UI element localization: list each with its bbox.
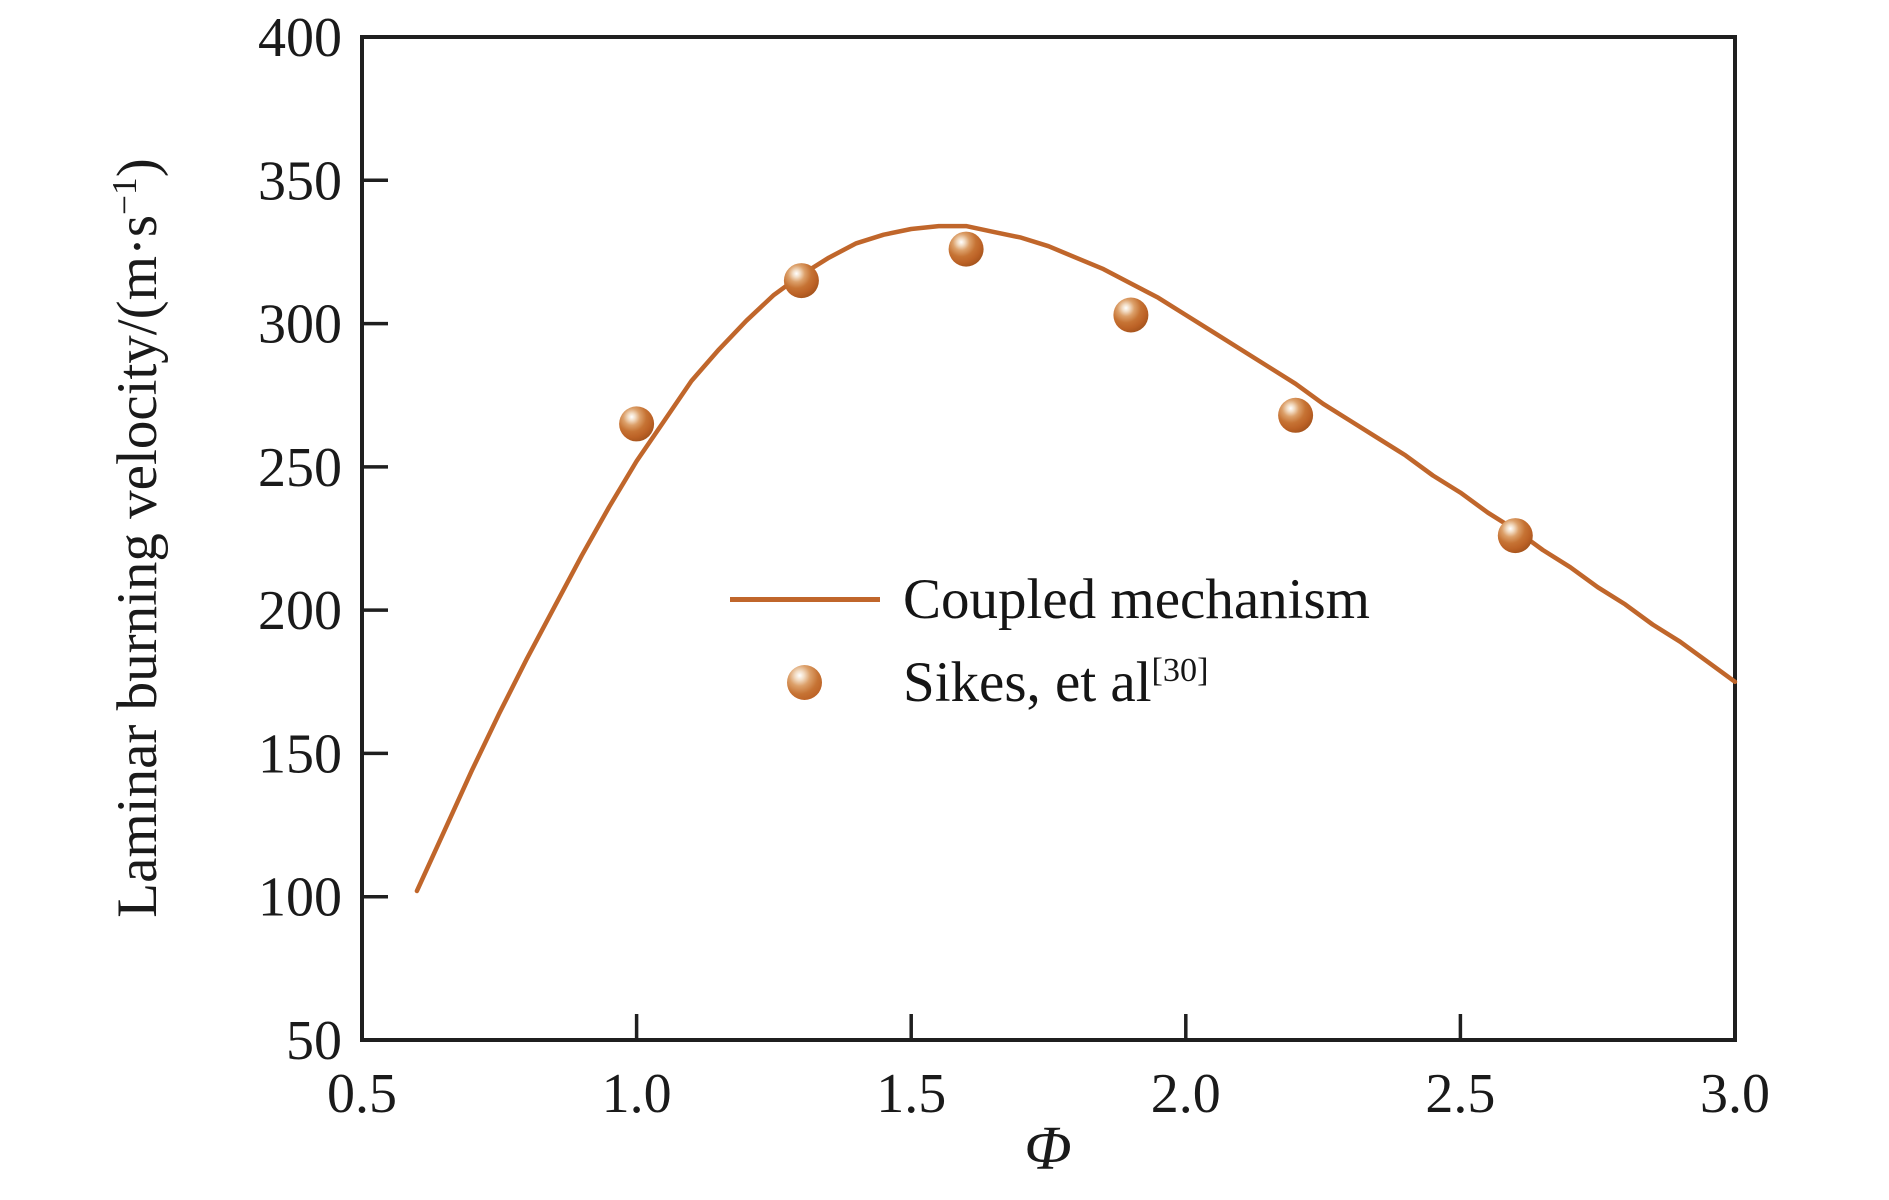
y-tick-label: 350 — [258, 150, 342, 212]
legend-scatter-text: Sikes, et al — [903, 651, 1152, 714]
x-axis-label: Φ — [1024, 1115, 1072, 1183]
legend: Coupled mechanism Sikes, et al[30] — [712, 558, 1370, 724]
legend-scatter-swatch — [712, 665, 897, 700]
x-tick-label: 2.5 — [1425, 1063, 1495, 1125]
data-point-sphere — [1497, 518, 1533, 554]
y-axis-label-close: ) — [106, 158, 169, 178]
y-tick-label: 150 — [258, 723, 342, 785]
y-tick-label: 200 — [258, 580, 342, 642]
y-axis-label-superscript: −1 — [105, 177, 144, 215]
data-point-sphere — [783, 263, 819, 299]
data-point-sphere — [619, 406, 655, 442]
legend-item-coupled-mechanism: Coupled mechanism — [712, 558, 1370, 641]
sphere-marker-icon — [787, 665, 822, 700]
y-axis-label: Laminar burning velocity/(m·s−1) — [104, 158, 170, 917]
line-sample-icon — [729, 597, 880, 602]
legend-line-label: Coupled mechanism — [903, 568, 1370, 631]
data-point-sphere — [1278, 397, 1314, 433]
x-tick-label: 1.0 — [602, 1063, 672, 1125]
data-point-sphere — [1113, 297, 1149, 333]
x-tick-label: 2.0 — [1151, 1063, 1221, 1125]
legend-line-swatch — [712, 597, 897, 602]
legend-scatter-citation: [30] — [1151, 652, 1209, 689]
x-tick-label: 1.5 — [876, 1063, 946, 1125]
data-point-sphere — [948, 231, 984, 267]
y-tick-label: 400 — [258, 7, 342, 69]
y-tick-label: 250 — [258, 437, 342, 499]
y-tick-label: 100 — [258, 867, 342, 929]
x-tick-label: 3.0 — [1700, 1063, 1770, 1125]
x-tick-label: 0.5 — [327, 1063, 397, 1125]
plot-frame — [360, 35, 1737, 1042]
legend-scatter-label: Sikes, et al[30] — [897, 650, 1209, 715]
legend-item-sikes: Sikes, et al[30] — [712, 641, 1370, 724]
y-tick-label: 300 — [258, 294, 342, 356]
y-tick-label: 50 — [286, 1010, 342, 1072]
plot-area: 0.5 1.0 1.5 2.0 2.5 3.0 50 100 150 200 250 300 350 40… — [258, 7, 1770, 1125]
y-axis-label-text: Laminar burning velocity/(m·s — [106, 214, 169, 918]
